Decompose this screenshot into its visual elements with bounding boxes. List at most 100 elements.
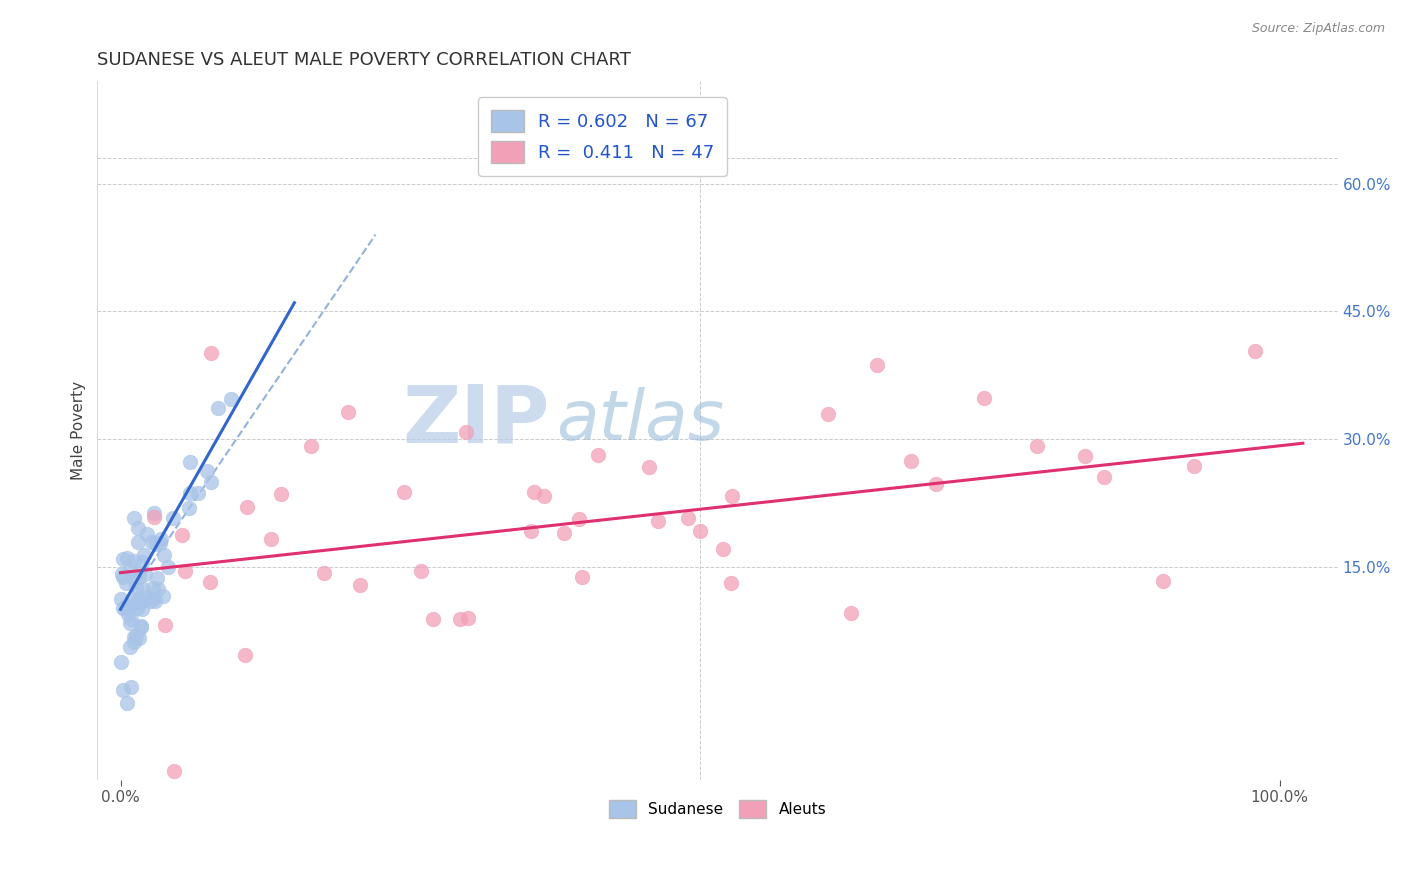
Point xyxy=(131,555,153,569)
Point xyxy=(124,634,146,648)
Point xyxy=(115,576,138,591)
Point xyxy=(122,630,145,644)
Point xyxy=(179,455,201,469)
Point xyxy=(142,581,165,595)
Point xyxy=(523,485,546,500)
Point xyxy=(900,453,922,467)
Point xyxy=(839,606,862,620)
Point xyxy=(127,592,149,607)
Point xyxy=(299,439,322,453)
Point xyxy=(349,577,371,591)
Point xyxy=(571,570,593,584)
Point xyxy=(125,580,148,594)
Point xyxy=(131,602,153,616)
Point xyxy=(200,475,222,489)
Point xyxy=(676,511,699,525)
Point xyxy=(925,477,948,491)
Point xyxy=(125,600,148,615)
Text: atlas: atlas xyxy=(557,386,724,453)
Point xyxy=(127,520,149,534)
Point xyxy=(136,527,159,541)
Point xyxy=(647,515,669,529)
Point xyxy=(162,764,184,778)
Point xyxy=(120,612,142,626)
Point xyxy=(128,570,150,584)
Point xyxy=(456,425,478,439)
Point xyxy=(260,533,283,547)
Point xyxy=(179,500,201,515)
Point xyxy=(117,607,139,621)
Point xyxy=(120,680,142,694)
Y-axis label: Male Poverty: Male Poverty xyxy=(72,381,86,480)
Point xyxy=(179,486,201,500)
Point xyxy=(187,486,209,500)
Point xyxy=(1243,344,1265,359)
Point xyxy=(129,596,152,610)
Point xyxy=(118,640,141,654)
Point xyxy=(152,589,174,603)
Text: SUDANESE VS ALEUT MALE POVERTY CORRELATION CHART: SUDANESE VS ALEUT MALE POVERTY CORRELATI… xyxy=(97,51,631,69)
Point xyxy=(1074,449,1097,463)
Point xyxy=(520,524,543,538)
Point xyxy=(142,506,165,520)
Legend: Sudanese, Aleuts: Sudanese, Aleuts xyxy=(603,794,832,824)
Point xyxy=(122,511,145,525)
Point xyxy=(236,500,259,514)
Point xyxy=(127,595,149,609)
Point xyxy=(174,564,197,578)
Point xyxy=(125,628,148,642)
Point xyxy=(138,593,160,607)
Point xyxy=(131,594,153,608)
Point xyxy=(219,392,242,406)
Point xyxy=(637,460,659,475)
Point xyxy=(233,648,256,663)
Point xyxy=(142,591,165,606)
Point xyxy=(155,618,177,632)
Point xyxy=(120,563,142,577)
Point xyxy=(128,631,150,645)
Point xyxy=(153,548,176,562)
Point xyxy=(125,591,148,606)
Point xyxy=(394,485,416,500)
Point xyxy=(132,582,155,597)
Point xyxy=(1182,458,1205,473)
Point xyxy=(112,569,135,583)
Point xyxy=(312,566,335,580)
Point xyxy=(711,542,734,557)
Point xyxy=(143,594,166,608)
Point xyxy=(207,401,229,415)
Point xyxy=(337,405,360,419)
Point xyxy=(149,536,172,550)
Point xyxy=(111,552,134,566)
Point xyxy=(129,619,152,633)
Point xyxy=(132,548,155,562)
Point xyxy=(200,345,222,359)
Point xyxy=(117,599,139,613)
Point xyxy=(146,571,169,585)
Point xyxy=(114,601,136,615)
Point xyxy=(1026,439,1049,453)
Point xyxy=(973,391,995,405)
Point xyxy=(110,655,132,669)
Point xyxy=(817,407,839,421)
Point xyxy=(449,611,471,625)
Point xyxy=(141,534,163,549)
Point xyxy=(117,696,139,710)
Point xyxy=(568,512,591,526)
Point xyxy=(720,576,742,591)
Point xyxy=(115,550,138,565)
Point xyxy=(135,590,157,604)
Point xyxy=(172,528,194,542)
Point xyxy=(553,526,575,541)
Point xyxy=(1152,574,1174,588)
Point xyxy=(146,582,169,597)
Point xyxy=(122,554,145,568)
Point xyxy=(142,510,165,524)
Point xyxy=(145,536,167,550)
Point xyxy=(1092,470,1115,484)
Point xyxy=(721,489,744,503)
Point xyxy=(149,532,172,546)
Point xyxy=(197,464,219,478)
Text: ZIP: ZIP xyxy=(402,381,550,459)
Point xyxy=(422,612,444,626)
